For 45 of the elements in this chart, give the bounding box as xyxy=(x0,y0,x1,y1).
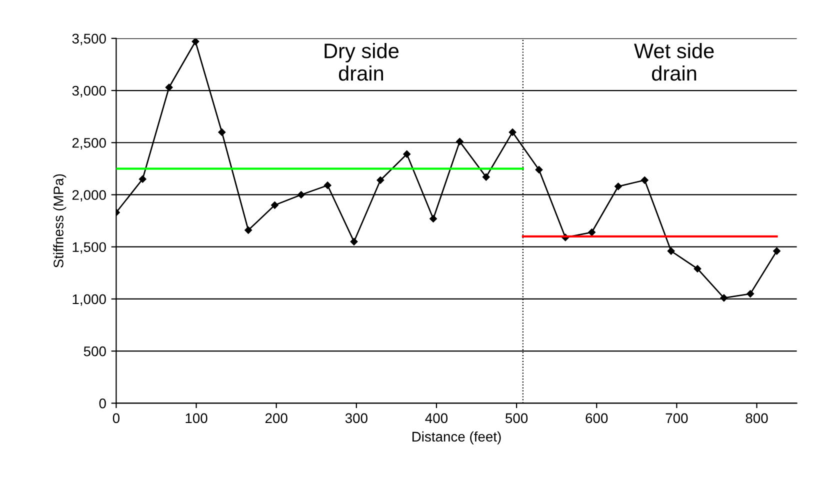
point xyxy=(508,128,516,136)
point xyxy=(746,290,754,298)
point xyxy=(482,173,490,181)
x-axis-title: Distance (feet) xyxy=(412,431,501,444)
point xyxy=(192,38,200,46)
point xyxy=(667,247,675,255)
annotation: Dry side drain xyxy=(324,43,398,81)
point xyxy=(720,294,728,302)
point xyxy=(138,175,146,183)
point xyxy=(694,265,702,272)
point xyxy=(535,166,543,174)
x-tick-label: 600 xyxy=(586,413,608,424)
point xyxy=(271,202,278,209)
point xyxy=(641,176,648,184)
point xyxy=(324,182,332,190)
y-tick-label: 2,500 xyxy=(72,138,106,150)
y-tick-label: 3,500 xyxy=(72,34,106,46)
annotation: Wet side drain xyxy=(634,43,714,81)
x-tick-label: 300 xyxy=(345,413,368,424)
point xyxy=(430,215,437,222)
point xyxy=(376,176,384,184)
point xyxy=(614,182,622,190)
x-tick-label: 100 xyxy=(186,413,208,424)
point xyxy=(456,138,464,146)
y-tick-label: 0 xyxy=(99,398,106,408)
point xyxy=(218,128,226,136)
x-tick-label: 800 xyxy=(746,413,768,424)
x-tick-label: 400 xyxy=(425,413,448,424)
y-tick-label: 1,000 xyxy=(72,294,106,306)
point xyxy=(298,191,305,198)
y-tick-label: 2,000 xyxy=(72,190,106,202)
x-tick-label: 0 xyxy=(112,413,120,424)
y-tick-label: 500 xyxy=(84,346,106,356)
point xyxy=(350,238,358,246)
point xyxy=(403,150,410,158)
x-tick-label: 700 xyxy=(666,413,688,424)
y-tick-label: 1,500 xyxy=(72,242,106,254)
x-tick-label: 200 xyxy=(265,413,288,424)
point xyxy=(244,226,252,234)
point xyxy=(588,228,596,236)
y-axis-title: Stiffness (MPa) xyxy=(53,174,66,268)
x-tick-label: 500 xyxy=(506,413,528,424)
point xyxy=(773,247,780,255)
y-tick-label: 3,000 xyxy=(72,86,106,98)
point xyxy=(165,84,173,92)
